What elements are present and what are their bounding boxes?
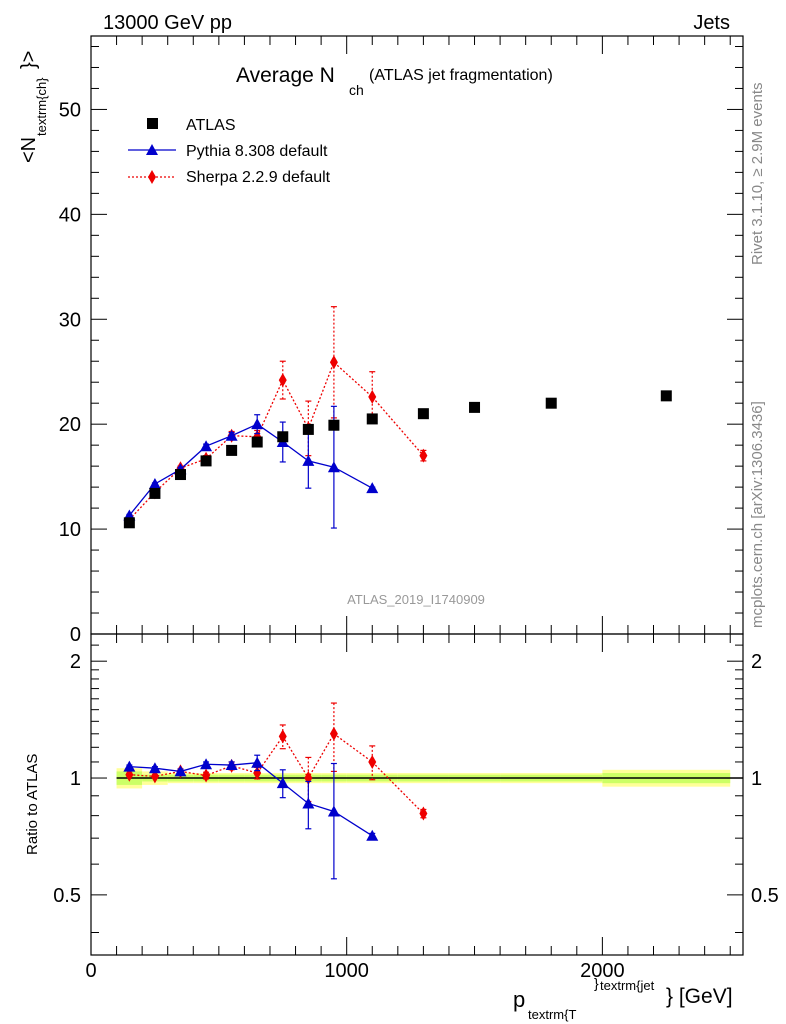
mcplots-label: mcplots.cern.ch [arXiv:1306.3436] xyxy=(749,401,766,628)
atlas-point xyxy=(545,397,557,409)
pythia-ratio-point xyxy=(200,758,213,770)
y-tick-label: 0 xyxy=(70,624,81,646)
process-label: Jets xyxy=(693,12,730,34)
pythia-ratio-point xyxy=(148,762,161,774)
rivet-label: Rivet 3.1.10, ≥ 2.9M events xyxy=(749,83,766,266)
atlas-point xyxy=(174,469,186,481)
svg-text:}: } xyxy=(594,975,599,991)
atlas-point xyxy=(123,517,135,529)
ratio-tick-label: 0.5 xyxy=(751,885,779,907)
x-axis-label: p textrm{T } textrm{jet } [GeV] xyxy=(513,975,733,1022)
ratio-tick-label: 1 xyxy=(751,768,762,790)
atlas-point xyxy=(417,408,429,420)
pythia-point xyxy=(251,418,264,430)
ratio-ylabel: Ratio to ATLAS xyxy=(24,754,41,855)
legend-atlas-marker xyxy=(147,118,158,129)
svg-text:} [GeV]: } [GeV] xyxy=(666,985,733,1008)
sherpa-point xyxy=(278,373,287,388)
pythia-ratio-line xyxy=(129,762,373,837)
pythia-ratio-point xyxy=(251,756,264,768)
sherpa-ratio-point xyxy=(278,729,287,744)
pythia-ratio-point xyxy=(276,777,289,789)
ratio-band xyxy=(116,768,743,789)
atlas-point xyxy=(660,390,672,402)
sherpa-ratio-point xyxy=(368,754,377,769)
y-tick-label: 20 xyxy=(59,414,81,436)
svg-text:p: p xyxy=(513,987,525,1012)
legend-sherpa-marker xyxy=(148,170,156,184)
x-tick-label: 2000 xyxy=(580,960,625,982)
main-data xyxy=(123,306,672,529)
svg-text:textrm{T: textrm{T xyxy=(528,1007,576,1022)
legend-pythia-marker xyxy=(146,144,158,155)
main-title-note: (ATLAS jet fragmentation) xyxy=(369,67,553,84)
x-tick-label: 1000 xyxy=(324,960,369,982)
atlas-point xyxy=(149,487,161,499)
sherpa-ratio-point xyxy=(419,806,428,821)
atlas-point xyxy=(251,436,263,448)
pythia-ratio-point xyxy=(225,759,238,771)
pythia-line xyxy=(128,423,373,516)
pythia-point xyxy=(366,482,379,494)
pythia-ratio-point xyxy=(302,797,315,809)
x-tick-label: 0 xyxy=(85,960,96,982)
legend-pythia-label: Pythia 8.308 default xyxy=(186,143,328,160)
y-tick-label: 30 xyxy=(59,309,81,331)
sherpa-ratio-point xyxy=(329,726,338,741)
atlas-point xyxy=(366,413,378,425)
pythia-ratio-point xyxy=(123,760,136,772)
main-axes: 0 10 20 30 40 50 xyxy=(59,35,744,646)
svg-text:}>: }> xyxy=(18,51,40,69)
ratio-tick-label: 0.5 xyxy=(53,885,81,907)
energy-label: 13000 GeV pp xyxy=(103,12,232,34)
ratio-data xyxy=(123,702,428,880)
atlas-point xyxy=(328,419,340,431)
sherpa-ratio-point xyxy=(202,768,211,783)
y-tick-label: 40 xyxy=(59,204,81,226)
sherpa-line xyxy=(128,361,424,521)
pythia-point xyxy=(327,461,340,473)
ratio-tick-label: 2 xyxy=(70,651,81,673)
legend: ATLAS Pythia 8.308 default Sherpa 2.2.9 … xyxy=(128,117,331,186)
sherpa-ratio-point xyxy=(253,766,262,781)
atlas-point xyxy=(302,423,314,435)
atlas-point xyxy=(200,455,212,467)
svg-text:textrm{jet: textrm{jet xyxy=(600,978,655,993)
svg-text:textrm{ch}: textrm{ch} xyxy=(34,77,49,136)
ratio-axes: 0 1000 2000 0.5 0.5 1 1 2 2 xyxy=(53,633,779,982)
ratio-frame xyxy=(90,633,744,956)
main-title: Average N xyxy=(236,64,335,87)
sherpa-point xyxy=(368,389,377,404)
pythia-ratio-point xyxy=(327,805,340,817)
legend-atlas-label: ATLAS xyxy=(186,117,236,134)
pythia-ratio-point xyxy=(174,765,187,777)
pythia-point xyxy=(302,454,315,466)
atlas-point xyxy=(226,444,238,456)
pythia-point xyxy=(148,477,161,489)
sherpa-point xyxy=(329,355,338,370)
ratio-tick-label: 2 xyxy=(751,651,762,673)
main-title-sub: ch xyxy=(349,82,364,98)
main-ylabel: <N textrm{ch} }> xyxy=(18,51,49,163)
ratio-tick-label: 1 xyxy=(70,768,81,790)
svg-text:<N: <N xyxy=(18,137,40,163)
y-tick-label: 10 xyxy=(59,519,81,541)
y-tick-label: 50 xyxy=(59,99,81,121)
analysis-watermark: ATLAS_2019_I1740909 xyxy=(347,592,485,607)
atlas-point xyxy=(277,431,289,443)
pythia-ratio-point xyxy=(366,829,379,841)
legend-sherpa-label: Sherpa 2.2.9 default xyxy=(186,169,331,186)
pythia-point xyxy=(200,440,213,452)
sherpa-point xyxy=(419,448,428,463)
pythia-point xyxy=(225,429,238,441)
atlas-point xyxy=(469,401,481,413)
